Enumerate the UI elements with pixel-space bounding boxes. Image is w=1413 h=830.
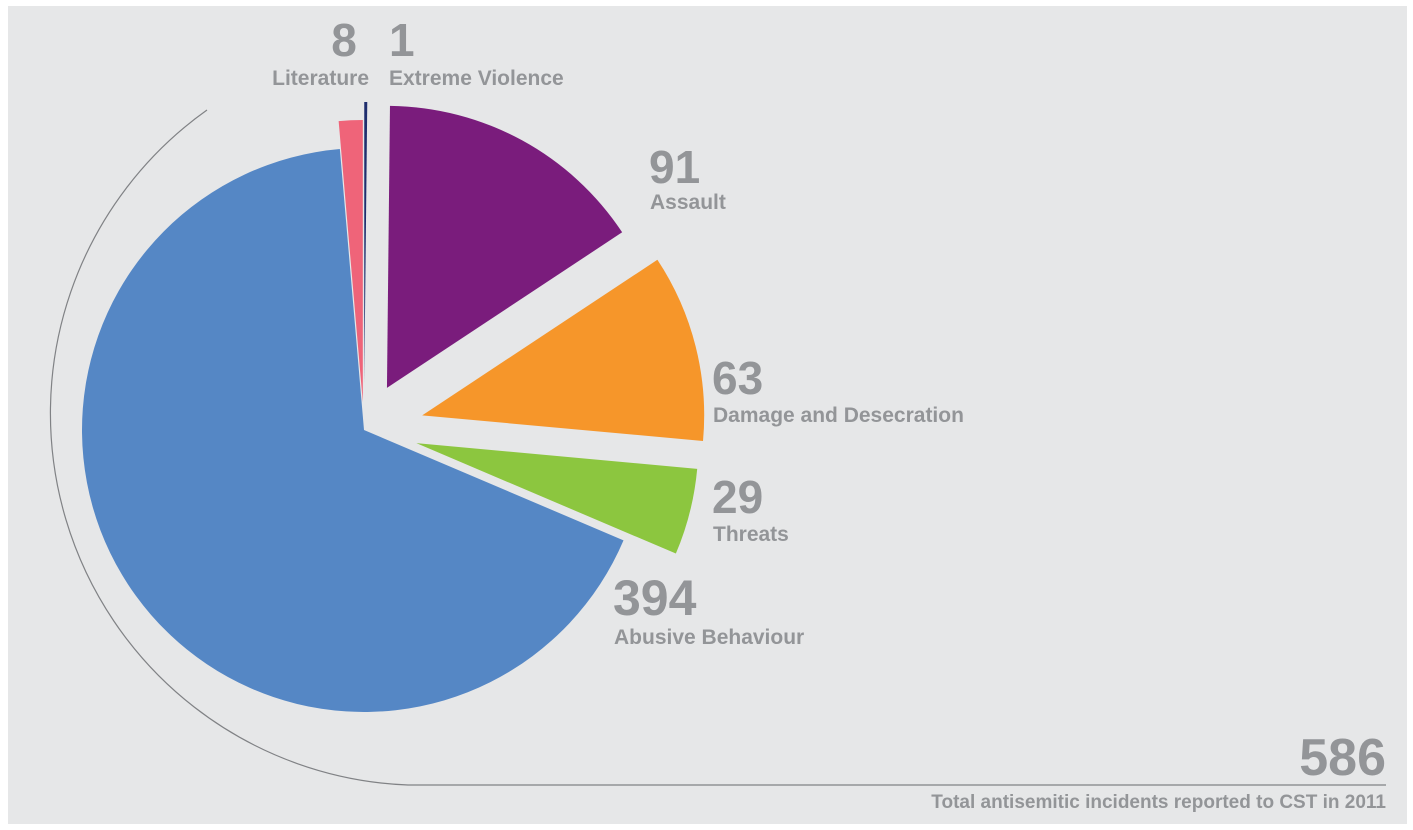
total-caption: Total antisemitic incidents reported to … [931,792,1386,813]
damage-label: Damage and Desecration [713,404,964,427]
slice-damage-and-desecration [422,259,705,442]
slice-extreme-violence [364,102,368,385]
literature-label: Literature [272,67,369,90]
extreme-violence-label: Extreme Violence [389,67,564,90]
literature-value: 8 [331,14,357,66]
abusive-value: 394 [613,570,697,626]
damage-value: 63 [712,352,763,404]
slice-assault [386,105,623,388]
slice-abusive-behaviour [81,149,624,712]
slices-group [81,102,705,712]
assault-label: Assault [650,191,726,214]
abusive-label: Abusive Behaviour [614,626,804,649]
assault-value: 91 [649,141,700,193]
threats-value: 29 [712,471,763,523]
outer-arc [49,109,1386,786]
slice-literature [338,120,363,403]
total-value: 586 [1299,729,1386,787]
threats-label: Threats [713,523,789,546]
extreme-violence-value: 1 [389,14,415,66]
slice-threats [416,443,698,554]
